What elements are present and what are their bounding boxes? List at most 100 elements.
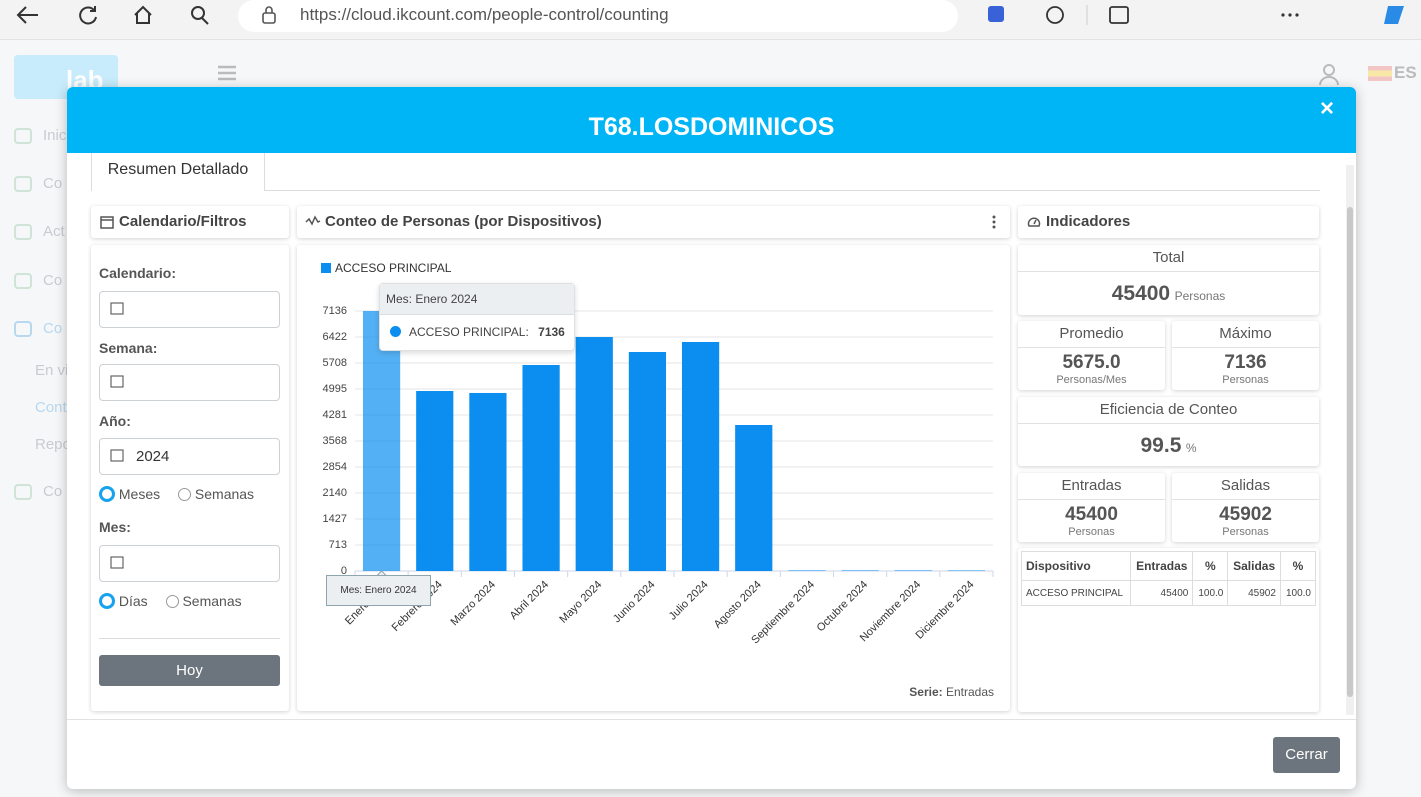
sidebar-item[interactable]: Co [43, 320, 63, 337]
language-selector[interactable]: ES [1368, 63, 1417, 83]
y-tick-label: 5708 [323, 357, 347, 369]
sidebar-icon [14, 224, 32, 240]
legend-label: ACCESO PRINCIPAL [335, 261, 452, 275]
tab[interactable]: Resumen Detallado [91, 153, 265, 191]
table-header: Entradas [1130, 551, 1194, 581]
button-label: Hoy [176, 662, 203, 679]
close-button[interactable]: × [1320, 95, 1335, 122]
chart-header: Conteo de Personas (por Dispositivos) [297, 206, 1010, 238]
x-tick-label: Marzo 2024 [448, 579, 498, 629]
table-header: % [1192, 551, 1229, 581]
input-icons [110, 302, 124, 569]
month-input[interactable] [99, 545, 280, 582]
radio-checked[interactable] [99, 593, 115, 609]
button-label: Cerrar [1285, 746, 1328, 763]
x-tick-label: Junio 2024 [611, 579, 658, 626]
sidebar-icon [14, 484, 32, 500]
sidebar-item[interactable]: Repo [35, 436, 71, 453]
address-bar[interactable]: https://cloud.ikcount.com/people-control… [238, 0, 958, 32]
menu-icon[interactable] [216, 65, 238, 81]
card-value: 5675.0 [1062, 352, 1121, 373]
bar [681, 342, 720, 571]
chart-icon [305, 215, 321, 226]
modal-title: T68.LOSDOMINICOS [588, 113, 835, 141]
card-label: Total [1018, 245, 1319, 272]
chart-footer: Serie: Entradas [909, 685, 994, 699]
x-tick-label: Mayo 2024 [557, 579, 604, 626]
table-header: Dispositivo [1020, 551, 1132, 581]
tooltip-body: ACCESO PRINCIPAL: 7136 [380, 315, 574, 339]
sidebar-item[interactable]: Act [43, 223, 65, 240]
language-text: ES [1394, 63, 1417, 82]
radio-label: Semanas [182, 593, 242, 609]
today-button[interactable]: Hoy [99, 655, 280, 686]
average-card: Promedio 5675.0 Personas/Mes [1018, 321, 1165, 390]
year-input[interactable]: 2024 [99, 438, 280, 475]
table-cell: 100.0 [1279, 580, 1317, 606]
y-tick-label: 2140 [323, 487, 347, 499]
card-label: Eficiencia de Conteo [1018, 397, 1319, 424]
radio[interactable] [165, 595, 179, 608]
bar [894, 570, 932, 571]
calendar-input[interactable] [99, 291, 280, 328]
bar [735, 425, 773, 571]
radio[interactable] [178, 488, 192, 501]
entries-card: Entradas 45400 Personas [1018, 473, 1165, 542]
bar [362, 311, 401, 571]
tab-line [265, 190, 1320, 191]
card-unit: Personas/Mes [1056, 374, 1127, 386]
radio-checked[interactable] [99, 486, 115, 502]
efficiency-card: Eficiencia de Conteo 99.5 % [1018, 397, 1319, 466]
y-tick-label: 713 [329, 539, 347, 551]
close-modal-button[interactable]: Cerrar [1273, 737, 1340, 773]
user-icon[interactable] [1318, 63, 1340, 87]
indicators-header: Indicadores [1018, 206, 1319, 238]
year-label: Año: [99, 413, 131, 429]
card-unit: Personas [1174, 289, 1226, 303]
url-text: https://cloud.ikcount.com/people-control… [300, 5, 669, 24]
y-tick-label: 1427 [323, 513, 347, 525]
gauge-icon [1027, 217, 1041, 227]
radio-label: Meses [118, 486, 161, 502]
card-label: Entradas [1018, 473, 1165, 500]
x-tick-label: Agosto 2024 [712, 579, 764, 631]
sidebar-item[interactable]: Cont [35, 399, 67, 416]
legend-swatch [321, 263, 331, 273]
tab-label: Resumen Detallado [107, 161, 249, 178]
chart: 0 713 1427 2140 2854 3568 4281 4995 5708 6422 7136… [321, 261, 994, 646]
card-value: 99.5 [1140, 434, 1182, 457]
y-tick-label: 0 [341, 565, 347, 577]
calendar-icon [100, 216, 114, 229]
browser-icons [988, 5, 1404, 25]
table-header-row: Dispositivo Entradas % Salidas % [1020, 551, 1317, 581]
sidebar-item[interactable]: Co [43, 483, 63, 500]
x-tick-label: Julio 2024 [667, 579, 711, 623]
modal-header: T68.LOSDOMINICOS [67, 87, 1356, 153]
week-label: Semana: [99, 340, 158, 356]
sidebar-item[interactable]: Co [43, 272, 63, 289]
x-tick-label: Octubre 2024 [815, 579, 871, 635]
card-unit: Personas [1222, 374, 1269, 386]
scrollbar-thumb[interactable] [1347, 207, 1353, 697]
table-cell: 100.0 [1192, 580, 1229, 606]
indicators-title: Indicadores [1046, 213, 1131, 230]
week-input[interactable] [99, 364, 280, 401]
modal: T68.LOSDOMINICOS × Resumen Detallado Cal… [67, 87, 1356, 789]
y-tick-label: 2854 [323, 461, 347, 473]
kebab-menu[interactable] [991, 215, 997, 229]
tooltip: Mes: Enero 2024 ACCESO PRINCIPAL: 7136 [379, 283, 575, 351]
table-header: % [1279, 551, 1317, 581]
filters-title: Calendario/Filtros [119, 213, 247, 230]
sidebar-item[interactable]: Co [43, 175, 63, 192]
maximum-card: Máximo 7136 Personas [1172, 321, 1319, 390]
sidebar-item[interactable]: Inic [43, 127, 67, 144]
nav-icons [16, 5, 209, 25]
divider [99, 638, 280, 639]
filters-header: Calendario/Filtros [91, 206, 289, 238]
table-cell: 45400 [1130, 580, 1194, 606]
card-unit: Personas [1068, 526, 1115, 538]
bar [469, 392, 507, 571]
sidebar-item[interactable]: En vi [35, 362, 69, 379]
radio-label: Días [118, 593, 148, 609]
